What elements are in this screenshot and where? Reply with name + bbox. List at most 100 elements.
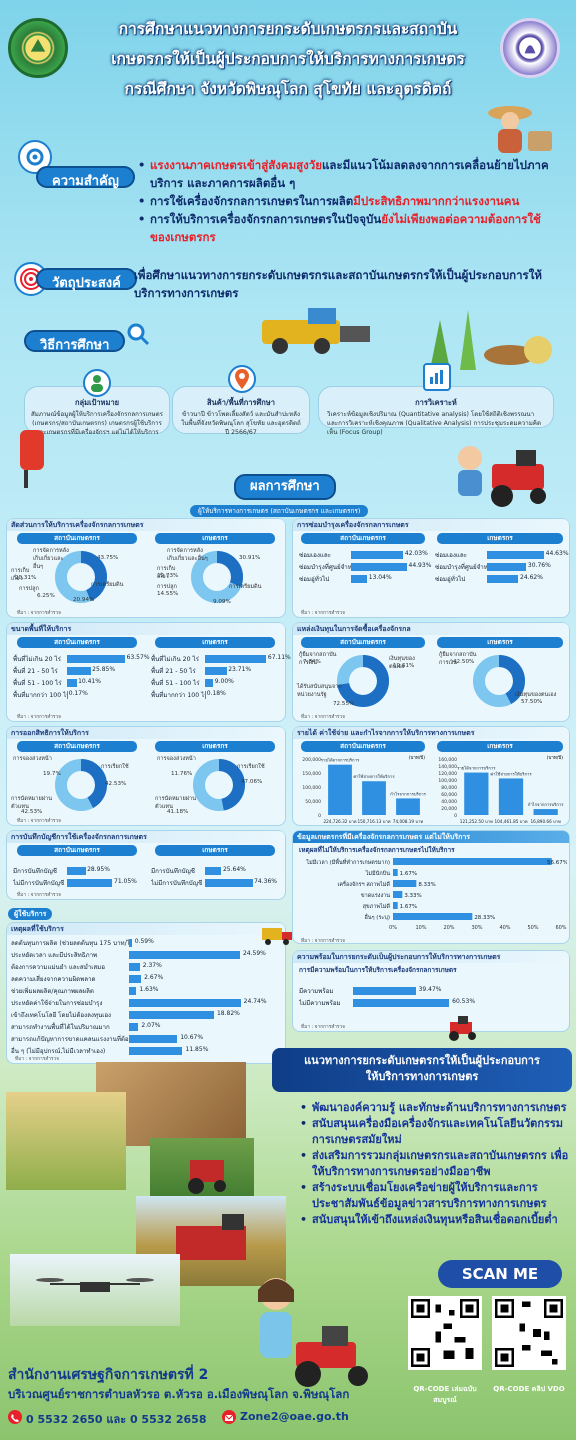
donut-value: 72.55% [333,701,355,707]
qr-code-report[interactable] [408,1296,482,1370]
bar-category: กำไรจากการบริการ [390,790,427,796]
donut-value: 42.50% [453,659,475,665]
bar-row: ไม่มีความพร้อม 60.53% [299,997,489,1009]
panel-area-size: ขนาดพื้นที่ให้บริการ สถาบันเกษตรกร เกษตร… [6,622,291,722]
bar-row: ซ่อมบำรุงที่ศูนย์จำหน่ายเครื่องจักร 30.76… [435,561,565,573]
bar [205,879,253,887]
bar-row: พื้นที่ 21 - 50 ไร่ 23.71% [151,665,283,677]
donut-label: การจัดการหลังเก็บเกี่ยวและอื่นๆ [167,548,208,562]
bar-row: เข้าถึงเทคโนโลยี โดยไม่ต้องลงทุนเอง 18.82… [11,1009,283,1021]
bar [129,1047,183,1055]
bar-label: มีความพร้อม [299,988,334,995]
bar-row: พื้นที่ 51 - 100 ไร่ 10.41% [13,677,145,689]
importance-list: แรงงานภาคเกษตรเข้าสู่สังคมสูงวัยและมีแนว… [138,156,558,246]
bar [487,563,527,571]
method-card-analysis: การวิเคราะห์ วิเคราะห์ข้อมูลเชิงปริมาณ (… [318,363,554,436]
farmer-header: เกษตรกร [437,637,563,648]
bar-value: 10.41% [78,678,101,685]
panel-subtitle: การมีความพร้อมในการให้บริการเครื่องจักรก… [299,966,457,974]
bar [393,913,473,920]
bar-label: ไม่มีการบันทึกบัญชี [13,880,65,887]
bar [487,575,519,583]
bars-farmer: ซ่อมเองและ 44.63% ซ่อมบำรุงที่ศูนย์จำหน่าย… [435,549,569,585]
method-card-body: ข้าวนาปี ข้าวโพดเลี้ยงสัตว์ และมันสำปะหล… [181,411,301,436]
donut-label: การเตรียมดิน [229,584,262,590]
bars-inst: พื้นที่ไม่เกิน 20 ไร่ 63.57% พื้นที่ 21 - … [13,653,150,701]
inst-header: สถาบันเกษตรกร [301,741,425,752]
bar [129,999,241,1007]
bar [129,975,142,983]
bar-value: 1.63% [139,986,159,993]
panel-title: ขนาดพื้นที่ให้บริการ [7,623,285,635]
providers-label: ผู้ให้บริการทางการเกษตร (สถาบันเกษตรกร แ… [190,505,369,517]
bar-value: 39.47% [418,986,442,993]
x-tick-label: 10% [415,925,426,931]
bar-row: มีการบันทึกบัญชี 25.64% [151,865,283,877]
tractor-farmer-illustration [440,440,560,510]
bar-row: ต้องการความแม่นยำ และสม่ำเสมอ 2.37% [11,961,283,973]
oae-seal-logo [8,18,68,78]
y-tick-label: 40,000 [441,799,457,805]
donut-value: 47.06% [241,779,263,785]
bar [353,999,450,1007]
panel-title: รายได้ ค่าใช้จ่าย และกำไรจากการให้บริการ… [293,727,569,739]
guideline-list: พัฒนาองค์ความรู้ และทักษะด้านบริการทางกา… [300,1100,570,1228]
small-tractor-icon [442,1014,482,1042]
panel-not-providing: ข้อมูลเกษตรกรที่มีเครื่องจักรกลการเกษตร … [292,830,570,944]
users-label: ผู้ใช้บริการ [8,908,53,920]
bar-value: 60.53% [452,998,476,1005]
bar-label: พื้นที่ไม่เกิน 20 ไร่ [13,656,61,663]
bar-row: ประหยัดเวลา และมีประสิทธิภาพ 24.59% [11,949,283,961]
donut-value: 7.84% [303,659,321,665]
scan-me-badge: SCAN ME [438,1260,562,1288]
page-title: การศึกษาแนวทางการยกระดับเกษตรกรและสถาบัน… [70,14,506,104]
bar-label: พื้นที่ 21 - 50 ไร่ [13,668,58,675]
bar-row: ไม่มีการบันทึกบัญชี 74.36% [151,877,283,889]
donut-label: การนัดหมายผ่านตัวแทน [155,796,197,810]
bar-label: พื้นที่ 51 - 100 ไร่ [13,680,62,687]
bar-label: ซ่อมเองและ [435,552,467,559]
email-address[interactable]: Zone2@oae.go.th [240,1410,349,1423]
x-tick-label: 50% [527,925,538,931]
bar-label: ไม่มีความพร้อม [299,1000,341,1007]
objective-text: เพื่อศึกษาแนวทางการยกระดับเกษตรกรและสถาบ… [134,268,542,300]
bar [129,1023,139,1031]
donut-value: 12.73% [157,573,179,579]
bar-label: สุขภาพไม่ดี [363,903,391,910]
bar-value: 10.67% [180,1034,204,1041]
bar-row: มีการบันทึกบัญชี 28.95% [13,865,145,877]
bar-value: 11.85% [185,1046,209,1053]
qr-code-video[interactable] [492,1296,566,1370]
bar-label: ไม่มีเวลา (มีพื้นที่ทำการเกษตรมาก) [305,858,390,866]
donut-label: การเรียกใช้ [101,764,129,770]
donut-label: การจัดการหลังเก็บเกี่ยวและอื่นๆ [33,548,69,570]
bar-value: 67.11% [267,654,291,661]
bar [351,551,404,559]
bar-label: พื้นที่ 51 - 100 ไร่ [151,680,200,687]
bar-value: 71.05% [114,878,137,885]
phone-number[interactable]: 0 5532 2650 และ 0 5532 2658 [26,1413,207,1426]
bar-label: ขาดแรงงาน [361,893,390,899]
bar [351,575,368,583]
method-card-title: กลุ่มเป้าหมาย [74,398,120,407]
bar-value: 44.93% [408,562,432,569]
donut-label: เงินทุนของตนเอง [515,692,557,698]
donut-label: กู้ยืมจากสถาบันการเงิน [439,652,477,666]
y-tick-label: 100,000 [438,778,457,784]
bar [328,764,352,815]
red-tractor-illustration [282,1320,382,1390]
bar [393,858,552,865]
donut-value: 19.7% [43,771,61,777]
donut-value: 30.91% [239,555,261,561]
farmer-header: เกษตรกร [155,845,275,856]
y-tick-label: 200,000 [302,757,321,763]
bar-row: ไม่มีการบันทึกบัญชี 71.05% [13,877,145,889]
bar-label: เข้าถึงเทคโนโลยี โดยไม่ต้องลงทุนเอง [11,1012,112,1019]
farmer-illustration [470,95,560,155]
title-line-2: เกษตรกรให้เป็นผู้ประกอบการให้บริการทางกา… [111,50,465,68]
bar-row: ซ่อมอู่ทั่วไป 24.62% [435,573,565,585]
tractor-field-photo [150,1138,254,1204]
bar-label: ลดความเสี่ยงจากความผิดพลาด [11,976,96,983]
guideline-header: แนวทางการยกระดับเกษตรกรให้เป็นผู้ประกอบก… [272,1048,572,1092]
unit-label: (บาท/ปี) [547,755,563,761]
